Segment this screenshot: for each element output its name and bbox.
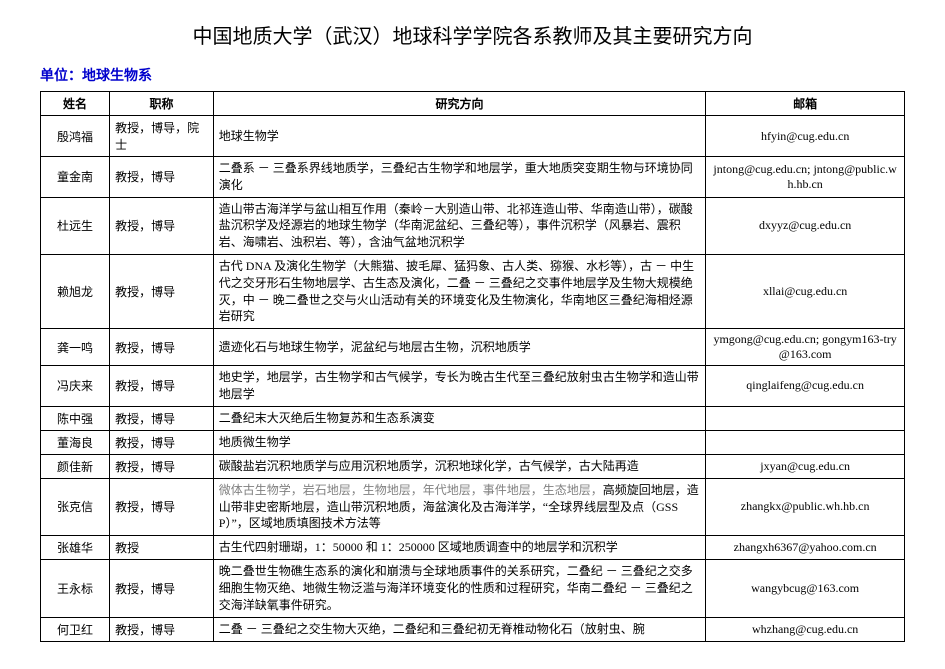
cell-name: 殷鸿福 <box>41 116 110 157</box>
cell-research: 地球生物学 <box>213 116 705 157</box>
table-row: 龚一鸣教授，博导遗迹化石与地球生物学，泥盆纪与地层古生物，沉积地质学ymgong… <box>41 329 905 366</box>
research-gray-text: 微体古生物学，岩石地层，生物地层，年代地层，事件地层，生态地层， <box>219 483 603 497</box>
cell-email <box>706 430 905 454</box>
cell-email: hfyin@cug.edu.cn <box>706 116 905 157</box>
cell-email: qinglaifeng@cug.edu.cn <box>706 366 905 407</box>
cell-email: whzhang@cug.edu.cn <box>706 617 905 641</box>
cell-title: 教授，博导 <box>110 478 214 535</box>
cell-title: 教授，博导 <box>110 406 214 430</box>
cell-name: 董海良 <box>41 430 110 454</box>
cell-research: 遗迹化石与地球生物学，泥盆纪与地层古生物，沉积地质学 <box>213 329 705 366</box>
cell-title: 教授，博导 <box>110 197 214 254</box>
cell-research: 二叠纪末大灭绝后生物复苏和生态系演变 <box>213 406 705 430</box>
cell-research: 地史学，地层学，古生物学和古气候学，专长为晚古生代至三叠纪放射虫古生物学和造山带… <box>213 366 705 407</box>
cell-title: 教授，博导，院士 <box>110 116 214 157</box>
cell-research: 微体古生物学，岩石地层，生物地层，年代地层，事件地层，生态地层，高频旋回地层，造… <box>213 478 705 535</box>
table-row: 张克信教授，博导微体古生物学，岩石地层，生物地层，年代地层，事件地层，生态地层，… <box>41 478 905 535</box>
cell-email: jxyan@cug.edu.cn <box>706 454 905 478</box>
cell-name: 何卫红 <box>41 617 110 641</box>
cell-name: 张雄华 <box>41 536 110 560</box>
cell-title: 教授，博导 <box>110 366 214 407</box>
page-title: 中国地质大学（武汉）地球科学学院各系教师及其主要研究方向 <box>40 20 905 49</box>
cell-research: 地质微生物学 <box>213 430 705 454</box>
table-row: 杜远生教授，博导造山带古海洋学与盆山相互作用（秦岭－大别造山带、北祁连造山带、华… <box>41 197 905 254</box>
cell-email: zhangxh6367@yahoo.com.cn <box>706 536 905 560</box>
cell-research: 古生代四射珊瑚，1：50000 和 1：250000 区域地质调查中的地层学和沉… <box>213 536 705 560</box>
faculty-table: 姓名 职称 研究方向 邮箱 殷鸿福教授，博导，院士地球生物学hfyin@cug.… <box>40 91 905 642</box>
col-title: 职称 <box>110 92 214 116</box>
cell-name: 赖旭龙 <box>41 254 110 328</box>
col-research: 研究方向 <box>213 92 705 116</box>
table-row: 张雄华教授古生代四射珊瑚，1：50000 和 1：250000 区域地质调查中的… <box>41 536 905 560</box>
table-row: 王永标教授，博导晚二叠世生物礁生态系的演化和崩溃与全球地质事件的关系研究，二叠纪… <box>41 560 905 617</box>
subtitle-label: 单位： <box>40 69 82 84</box>
cell-research: 造山带古海洋学与盆山相互作用（秦岭－大别造山带、北祁连造山带、华南造山带），碳酸… <box>213 197 705 254</box>
cell-email: ymgong@cug.edu.cn; gongym163-try@163.com <box>706 329 905 366</box>
cell-email: dxyyz@cug.edu.cn <box>706 197 905 254</box>
cell-email <box>706 406 905 430</box>
cell-research: 古代 DNA 及演化生物学（大熊猫、披毛犀、猛犸象、古人类、猕猴、水杉等），古 … <box>213 254 705 328</box>
col-email: 邮箱 <box>706 92 905 116</box>
cell-title: 教授，博导 <box>110 560 214 617</box>
cell-research: 碳酸盐岩沉积地质学与应用沉积地质学，沉积地球化学，古气候学，古大陆再造 <box>213 454 705 478</box>
cell-title: 教授 <box>110 536 214 560</box>
cell-name: 杜远生 <box>41 197 110 254</box>
table-row: 童金南教授，博导二叠系 － 三叠系界线地质学，三叠纪古生物学和地层学，重大地质突… <box>41 157 905 198</box>
cell-email: zhangkx@public.wh.hb.cn <box>706 478 905 535</box>
table-row: 冯庆来教授，博导地史学，地层学，古生物学和古气候学，专长为晚古生代至三叠纪放射虫… <box>41 366 905 407</box>
cell-research: 二叠 － 三叠纪之交生物大灭绝，二叠纪和三叠纪初无脊椎动物化石（放射虫、腕 <box>213 617 705 641</box>
cell-title: 教授，博导 <box>110 430 214 454</box>
cell-title: 教授，博导 <box>110 617 214 641</box>
cell-name: 冯庆来 <box>41 366 110 407</box>
cell-name: 王永标 <box>41 560 110 617</box>
cell-title: 教授，博导 <box>110 454 214 478</box>
cell-title: 教授，博导 <box>110 254 214 328</box>
table-row: 陈中强教授，博导二叠纪末大灭绝后生物复苏和生态系演变 <box>41 406 905 430</box>
cell-title: 教授，博导 <box>110 157 214 198</box>
col-name: 姓名 <box>41 92 110 116</box>
table-row: 殷鸿福教授，博导，院士地球生物学hfyin@cug.edu.cn <box>41 116 905 157</box>
cell-name: 颜佳新 <box>41 454 110 478</box>
table-row: 何卫红教授，博导二叠 － 三叠纪之交生物大灭绝，二叠纪和三叠纪初无脊椎动物化石（… <box>41 617 905 641</box>
cell-name: 张克信 <box>41 478 110 535</box>
cell-title: 教授，博导 <box>110 329 214 366</box>
table-row: 董海良教授，博导地质微生物学 <box>41 430 905 454</box>
cell-name: 童金南 <box>41 157 110 198</box>
cell-email: jntong@cug.edu.cn; jntong@public.wh.hb.c… <box>706 157 905 198</box>
cell-research: 二叠系 － 三叠系界线地质学，三叠纪古生物学和地层学，重大地质突变期生物与环境协… <box>213 157 705 198</box>
table-body: 殷鸿福教授，博导，院士地球生物学hfyin@cug.edu.cn童金南教授，博导… <box>41 116 905 642</box>
table-row: 颜佳新教授，博导碳酸盐岩沉积地质学与应用沉积地质学，沉积地球化学，古气候学，古大… <box>41 454 905 478</box>
cell-email: xllai@cug.edu.cn <box>706 254 905 328</box>
cell-name: 陈中强 <box>41 406 110 430</box>
cell-name: 龚一鸣 <box>41 329 110 366</box>
subtitle: 单位：地球生物系 <box>40 65 905 85</box>
table-header-row: 姓名 职称 研究方向 邮箱 <box>41 92 905 116</box>
subtitle-dept: 地球生物系 <box>82 69 152 84</box>
table-row: 赖旭龙教授，博导古代 DNA 及演化生物学（大熊猫、披毛犀、猛犸象、古人类、猕猴… <box>41 254 905 328</box>
cell-research: 晚二叠世生物礁生态系的演化和崩溃与全球地质事件的关系研究，二叠纪 － 三叠纪之交… <box>213 560 705 617</box>
cell-email: wangybcug@163.com <box>706 560 905 617</box>
